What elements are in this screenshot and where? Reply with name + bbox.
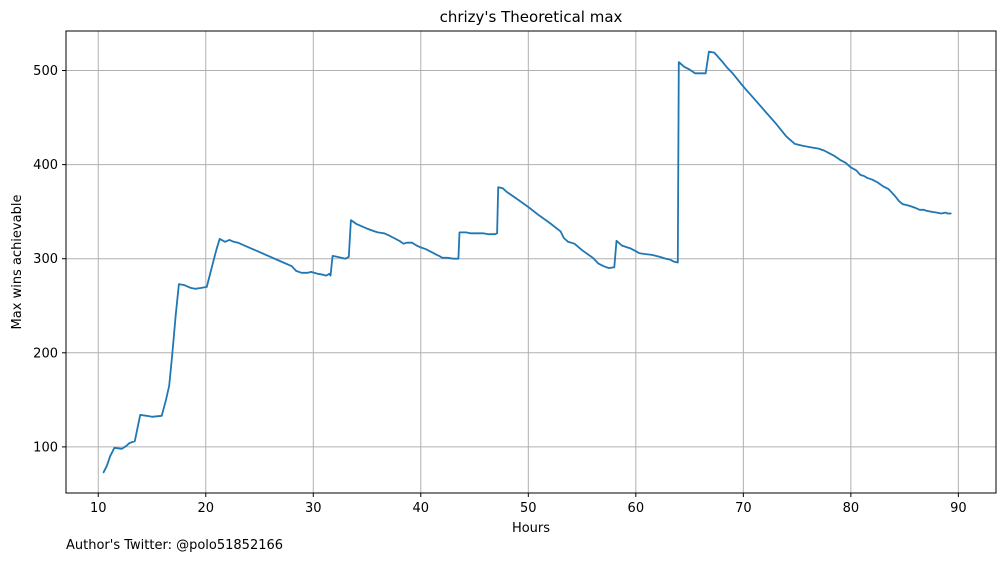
author-twitter-note: Author's Twitter: @polo51852166 (66, 538, 284, 553)
x-tick-label: 90 (950, 501, 967, 516)
x-tick-label: 40 (413, 501, 430, 516)
grid (66, 31, 996, 493)
chart-title: chrizy's Theoretical max (440, 8, 623, 26)
x-tick-label: 20 (197, 501, 214, 516)
x-axis-ticks: 10 20 30 40 50 60 70 80 90 (90, 493, 967, 516)
x-tick-label: 60 (628, 501, 645, 516)
y-tick-label: 200 (33, 346, 58, 361)
x-tick-label: 80 (843, 501, 860, 516)
plot-frame (65, 30, 997, 494)
y-tick-label: 300 (33, 252, 58, 267)
x-tick-label: 70 (735, 501, 752, 516)
x-tick-label: 50 (520, 501, 537, 516)
y-axis-label: Max wins achievable (10, 195, 25, 330)
y-tick-label: 100 (33, 440, 58, 455)
y-axis-ticks: 100 200 300 400 500 (33, 64, 66, 455)
x-axis-label: Hours (512, 521, 550, 536)
x-tick-label: 30 (305, 501, 322, 516)
series-line (102, 50, 952, 474)
y-tick-label: 500 (33, 64, 58, 79)
series-layer (102, 50, 952, 474)
x-tick-label: 10 (90, 501, 107, 516)
y-tick-label: 400 (33, 158, 58, 173)
